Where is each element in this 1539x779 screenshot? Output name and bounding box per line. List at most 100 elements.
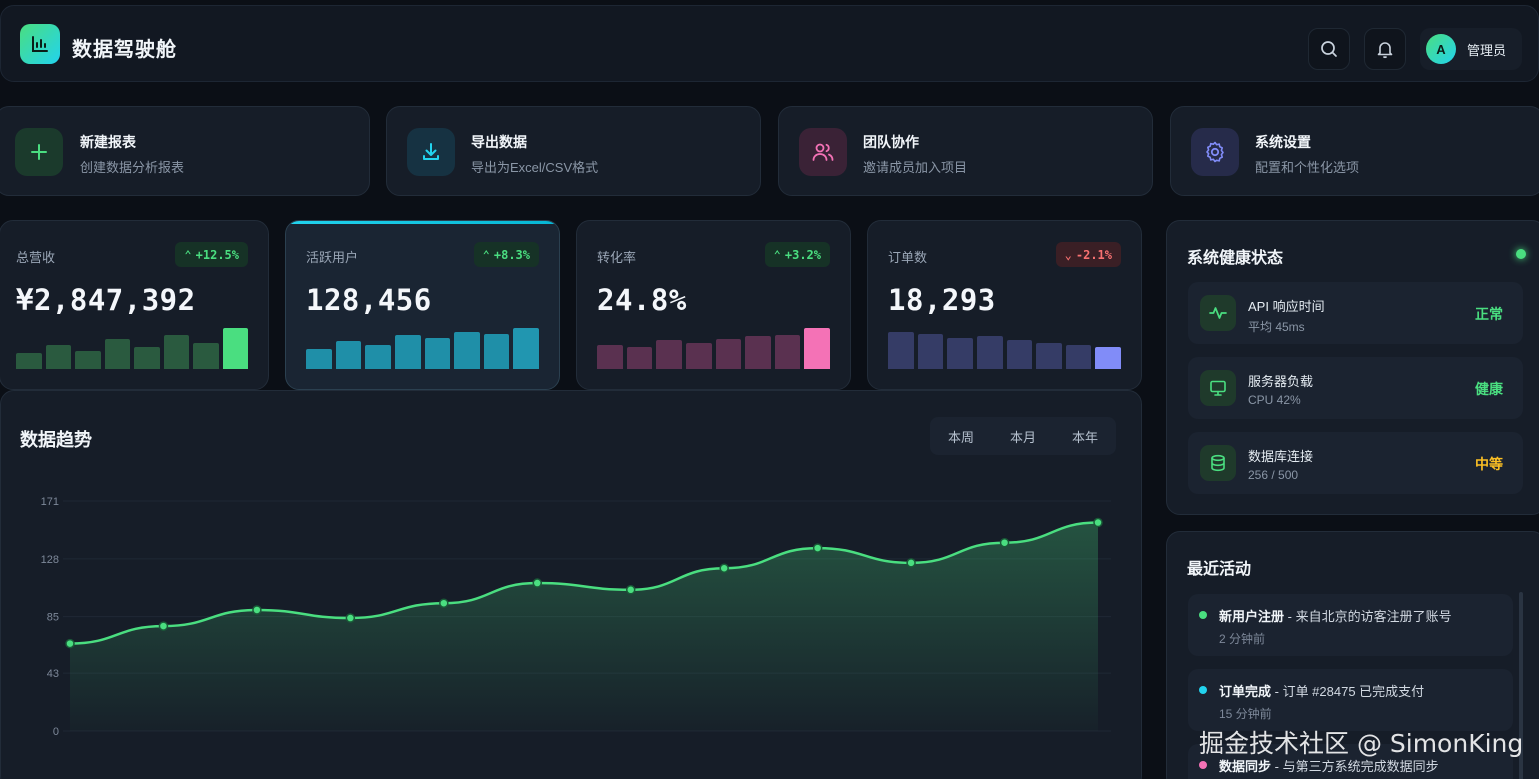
stat-value: 24.8% — [597, 283, 687, 317]
recent-activity-panel: 最近活动 新用户注册 - 来自北京的访客注册了账号 2 分钟前 订单完成 - 订… — [1166, 531, 1539, 779]
activity-time: 15 分钟前 — [1219, 707, 1272, 721]
arrow-up-icon: ⌃ — [482, 247, 490, 262]
system-health-panel: 系统健康状态 API 响应时间 平均 45ms 正常 服务器负载 CPU 42%… — [1166, 220, 1539, 515]
activity-item[interactable]: 数据同步 - 与第三方系统完成数据同步 — [1188, 744, 1513, 779]
logo[interactable] — [20, 24, 60, 64]
spark-bar — [75, 351, 101, 369]
stat-value: 128,456 — [306, 283, 432, 317]
stat-value: 18,293 — [888, 283, 996, 317]
health-detail: CPU 42% — [1248, 393, 1301, 407]
activity-event: 数据同步 — [1219, 759, 1272, 774]
plus-icon — [31, 144, 47, 160]
action-icon-wrap — [799, 128, 847, 176]
activity-scrollbar[interactable] — [1519, 592, 1523, 779]
spark-bar — [163, 334, 189, 369]
health-row-server[interactable]: 服务器负载 CPU 42% 健康 — [1188, 357, 1523, 419]
health-status-dot — [1516, 249, 1526, 259]
data-point[interactable] — [65, 638, 75, 649]
spark-bar — [45, 345, 71, 369]
health-name: 服务器负载 — [1248, 374, 1314, 389]
action-subtitle: 创建数据分析报表 — [80, 160, 185, 175]
action-icon-wrap — [1191, 128, 1239, 176]
notifications-button[interactable] — [1364, 28, 1406, 70]
database-icon — [1211, 454, 1225, 472]
spark-bar — [104, 338, 130, 369]
stat-change-badge: ⌃ +8.3% — [473, 242, 539, 267]
health-title: 系统健康状态 — [1187, 250, 1284, 267]
spark-bar — [597, 345, 623, 369]
data-point[interactable] — [439, 598, 449, 608]
user-menu[interactable]: A 管理员 — [1420, 28, 1522, 70]
data-point[interactable] — [345, 613, 356, 623]
range-year-button[interactable]: 本年 — [1071, 429, 1098, 445]
activity-icon — [1209, 307, 1227, 319]
stat-change-badge: ⌃ +3.2% — [764, 242, 830, 267]
spark-bar — [222, 327, 248, 369]
spark-bar — [306, 348, 332, 369]
action-title: 团队协作 — [863, 134, 919, 150]
activity-item[interactable]: 订单完成 - 订单 #28475 已完成支付 15 分钟前 — [1188, 669, 1513, 731]
stat-value: ¥2,847,392 — [16, 283, 196, 317]
spark-bar — [424, 337, 451, 369]
data-point[interactable] — [1093, 517, 1103, 528]
data-point[interactable] — [158, 621, 169, 631]
action-title: 导出数据 — [471, 134, 527, 150]
spark-bar — [804, 327, 830, 369]
health-row-database[interactable]: 数据库连接 256 / 500 中等 — [1188, 432, 1523, 494]
user-name: 管理员 — [1467, 42, 1507, 58]
y-tick-label: 43 — [47, 668, 59, 680]
health-row-api[interactable]: API 响应时间 平均 45ms 正常 — [1188, 282, 1523, 344]
range-week-button[interactable]: 本周 — [947, 429, 974, 445]
spark-bar — [685, 342, 712, 369]
gear-icon — [1206, 141, 1224, 163]
stat-label: 订单数 — [888, 250, 928, 265]
data-point[interactable] — [906, 558, 916, 568]
action-export-data[interactable]: 导出数据 导出为Excel/CSV格式 — [386, 106, 761, 196]
activity-dot — [1199, 686, 1207, 694]
activity-event: 订单完成 — [1219, 684, 1272, 699]
action-settings[interactable]: 系统设置 配置和个性化选项 — [1170, 106, 1539, 196]
avatar: A — [1426, 34, 1456, 64]
stat-card-revenue[interactable]: 总营收 ⌃ +12.5% ¥2,847,392 — [0, 220, 269, 390]
spark-bar — [976, 336, 1003, 369]
activity-dot — [1199, 611, 1207, 619]
spark-bar — [917, 333, 944, 369]
action-new-report[interactable]: 新建报表 创建数据分析报表 — [0, 106, 370, 196]
monitor-icon — [1210, 380, 1226, 396]
stat-card-active-users[interactable]: 活跃用户 ⌃ +8.3% 128,456 — [285, 220, 560, 390]
trend-chart: 0 43 85 128 171 — [41, 496, 1111, 738]
data-point[interactable] — [719, 563, 729, 574]
data-point[interactable] — [999, 537, 1010, 548]
stat-sparkbars — [888, 327, 1121, 369]
activity-item[interactable]: 新用户注册 - 来自北京的访客注册了账号 2 分钟前 — [1188, 594, 1513, 656]
data-point[interactable] — [812, 543, 823, 553]
spark-bar — [656, 340, 682, 369]
spark-bar — [745, 336, 771, 369]
y-tick-label: 0 — [53, 726, 59, 738]
spark-bar — [1006, 340, 1033, 369]
spark-bar — [774, 334, 801, 369]
activity-text: 新用户注册 - 来自北京的访客注册了账号 — [1219, 606, 1452, 625]
download-icon — [423, 143, 439, 160]
users-icon — [812, 143, 834, 161]
y-tick-label: 128 — [41, 554, 59, 566]
stat-change-badge: ⌃ +12.5% — [175, 242, 248, 267]
stat-card-conversion[interactable]: 转化率 ⌃ +3.2% 24.8% — [576, 220, 851, 390]
data-point[interactable] — [532, 578, 543, 588]
data-point[interactable] — [252, 605, 262, 615]
range-month-button[interactable]: 本月 — [1009, 429, 1036, 445]
health-detail: 平均 45ms — [1248, 320, 1305, 334]
stat-label: 总营收 — [16, 250, 56, 265]
search-button[interactable] — [1308, 28, 1350, 70]
spark-bar — [947, 337, 973, 369]
y-tick-label: 85 — [47, 612, 59, 624]
spark-bar — [1036, 342, 1062, 369]
activity-time: 2 分钟前 — [1219, 632, 1266, 646]
health-icon-wrap — [1200, 370, 1236, 406]
health-status: 正常 — [1475, 306, 1503, 322]
health-status: 健康 — [1475, 381, 1503, 397]
stat-card-orders[interactable]: 订单数 ⌄ -2.1% 18,293 — [867, 220, 1142, 390]
stat-change: +3.2% — [784, 247, 821, 262]
data-point[interactable] — [625, 585, 636, 595]
action-team-collab[interactable]: 团队协作 邀请成员加入项目 — [778, 106, 1153, 196]
